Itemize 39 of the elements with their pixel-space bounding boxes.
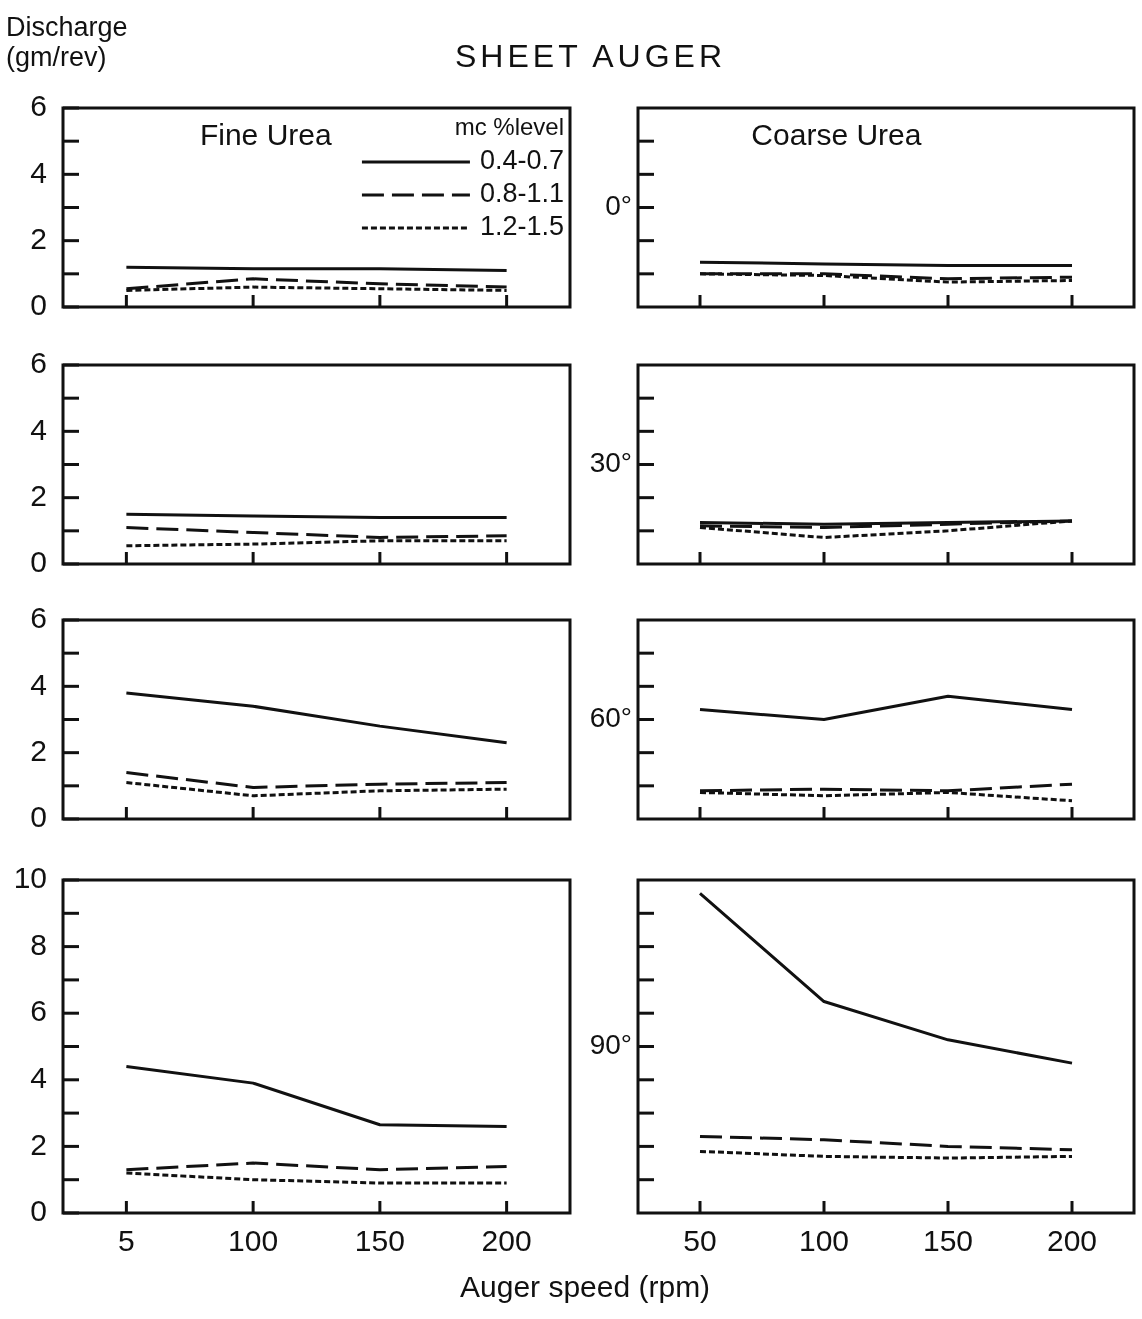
y-tick-label: 6 [30,994,47,1028]
legend-label: 0.8-1.1 [479,178,564,209]
chart-title: SHEET AUGER [455,38,727,75]
y-axis-title: Discharge (gm/rev) [6,12,128,72]
y-tick-label: 6 [30,601,47,635]
legend-title: mc %level [454,112,564,140]
x-axis-title: Auger speed (rpm) [460,1270,711,1304]
y-tick-label: 6 [30,89,47,123]
annotation: Coarse Urea [751,118,922,152]
x-tick-label: 5 [118,1224,135,1258]
y-axis-title: 90° [589,1029,632,1061]
y-axis-title: 30° [589,447,632,479]
x-tick-label: 100 [798,1224,850,1258]
y-tick-label: 2 [30,733,47,767]
y-tick-label: 2 [30,478,47,512]
y-tick-label: 0 [30,288,47,322]
x-tick-label: 100 [228,1224,279,1258]
x-tick-label: 150 [922,1224,974,1258]
legend-label: 1.2-1.5 [479,211,564,242]
y-tick-label: 2 [30,221,47,255]
x-tick-label: 200 [1046,1224,1098,1258]
legend-label: 0.4-0.7 [479,145,564,176]
x-tick-label: 200 [481,1224,532,1258]
y-tick-label: 2 [30,1127,47,1161]
y-axis-title: 0° [605,190,632,222]
y-tick-label: 0 [30,1194,47,1228]
y-tick-label: 4 [30,667,47,701]
y-tick-label: 4 [30,1061,47,1095]
y-tick-label: 4 [30,155,47,189]
x-tick-label: 150 [354,1224,405,1258]
y-tick-label: 8 [30,927,47,961]
y-tick-label: 6 [30,346,47,380]
y-tick-label: 0 [30,545,47,579]
y-axis-title: 60° [589,702,632,734]
annotation: Fine Urea [199,118,332,152]
y-tick-label: 10 [13,861,47,895]
y-tick-label: 0 [30,800,47,834]
y-tick-label: 4 [30,412,47,446]
x-tick-label: 50 [683,1224,717,1258]
